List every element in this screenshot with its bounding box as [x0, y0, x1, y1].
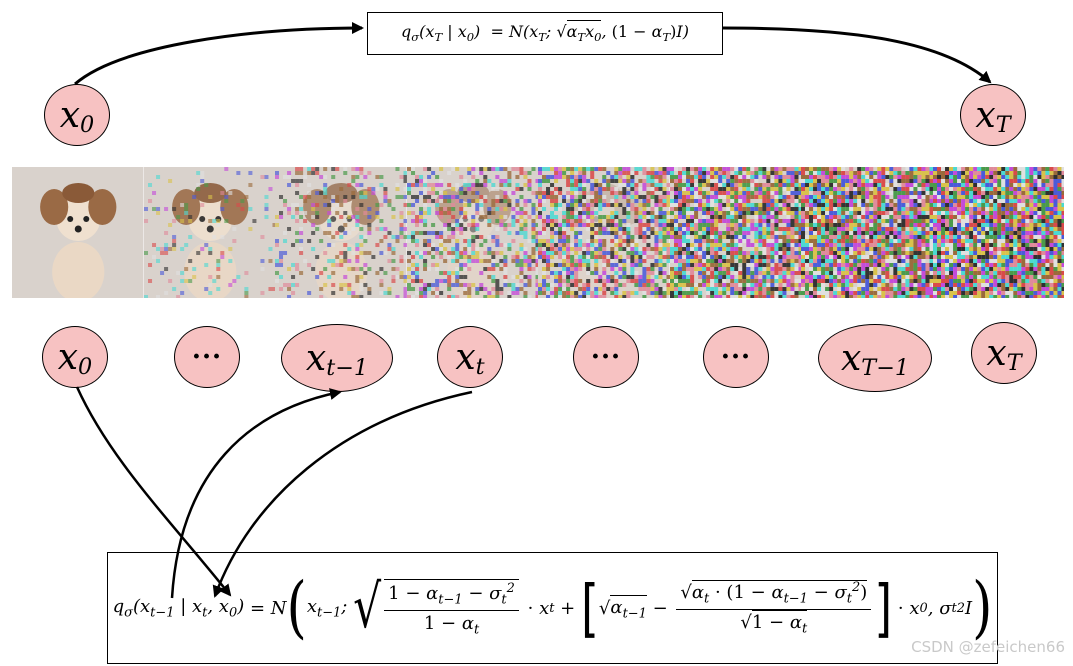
watermark: CSDN @zefeichen66 [911, 638, 1065, 656]
strip-frame-5 [538, 167, 670, 298]
bottom-equation: qσ(xt−1 | xt, x0) = N( xt−1; √ 1 − αt−1 … [112, 569, 993, 647]
strip-frame-7 [801, 167, 933, 298]
noised-image-strip [12, 167, 1064, 298]
node-ellipsis-1: ··· [174, 326, 240, 388]
strip-frame-2 [143, 167, 275, 298]
strip-frame-3 [275, 167, 407, 298]
bottom-equation-box: qσ(xt−1 | xt, x0) = N( xt−1; √ 1 − αt−1 … [107, 552, 998, 664]
node-x-T-minus-1: x T−1 [818, 324, 932, 392]
top-equation-box: qσ(xT | x0) = N(xT; √αTx0, (1 − αT)I) [367, 12, 723, 55]
top-equation: qσ(xT | x0) = N(xT; √αTx0, (1 − αT)I) [401, 20, 689, 45]
strip-frame-1 [12, 167, 144, 298]
arrow-bottom-equation-to-x-t-minus-1 [170, 388, 342, 599]
arrow-top-equation-to-xT [722, 26, 992, 84]
node-x-t-minus-1: x t−1 [281, 324, 393, 392]
strip-frame-4 [406, 167, 538, 298]
arrow-x0-to-bottom-equation [75, 386, 232, 597]
strip-frame-8 [932, 167, 1064, 298]
arrow-x0-to-top-equation [74, 22, 364, 86]
strip-frame-6 [669, 167, 801, 298]
node-ellipsis-3: ··· [703, 326, 769, 388]
node-ellipsis-2: ··· [573, 326, 639, 388]
arrow-x-t-to-bottom-equation [212, 390, 473, 598]
